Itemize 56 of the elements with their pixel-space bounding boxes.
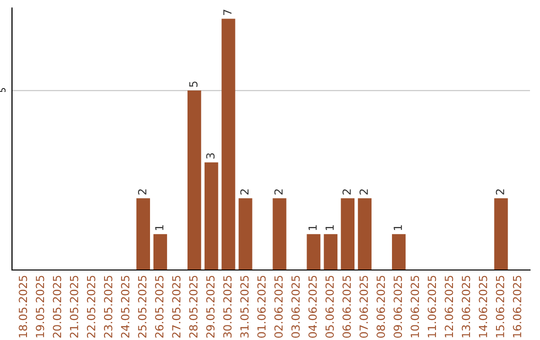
x-tick-label: 31.05.2025	[240, 276, 249, 338]
data-label: 1	[155, 225, 164, 230]
data-label: 1	[394, 225, 402, 230]
x-tick-label: 12.06.2025	[444, 276, 454, 338]
bar	[358, 198, 372, 270]
x-tick-label: 09.06.2025	[394, 276, 402, 338]
data-label: 2	[138, 189, 146, 195]
data-label: 1	[308, 225, 317, 230]
x-tick-label: 08.06.2025	[376, 276, 385, 338]
x-tick-label: 14.06.2025	[478, 276, 488, 338]
x-tick-label: 19.05.2025	[36, 276, 44, 338]
bar	[494, 198, 508, 270]
x-tick-label: 23.05.2025	[104, 276, 112, 338]
bar	[324, 234, 338, 270]
x-tick-label: 15.06.2025	[496, 276, 504, 338]
x-tick-label: 16.06.2025	[512, 276, 522, 338]
data-label: 5	[189, 82, 198, 87]
x-tick-label: 05.06.2025	[325, 276, 334, 338]
x-tick-label: 18.05.2025	[18, 276, 28, 338]
data-label: 2	[274, 189, 283, 195]
data-label: 2	[360, 189, 368, 195]
x-tick-label: 01.06.2025	[257, 276, 266, 338]
x-tick-label: 03.06.2025	[291, 276, 300, 338]
bar	[392, 234, 406, 270]
x-tick-label: 27.05.2025	[172, 276, 181, 338]
x-tick-label: 29.05.2025	[206, 276, 215, 338]
x-tick-label: 22.05.2025	[86, 276, 96, 338]
bar	[153, 234, 168, 270]
data-label: 2	[496, 189, 504, 195]
x-tick-label: 21.05.2025	[70, 276, 78, 338]
bar	[204, 162, 218, 270]
bar	[222, 18, 236, 270]
x-tick-label: 25.05.2025	[138, 276, 146, 338]
bar	[238, 198, 252, 270]
x-tick-label: 24.05.2025	[120, 276, 130, 338]
bar	[306, 234, 320, 270]
x-tick-label: 02.06.2025	[274, 276, 283, 338]
x-tick-label: 06.06.2025	[342, 276, 351, 338]
bar	[340, 198, 354, 270]
data-label: 2	[240, 189, 249, 195]
x-tick-label: 10.06.2025	[410, 276, 420, 338]
data-label: 2	[342, 189, 351, 195]
x-tick-label: 13.06.2025	[462, 276, 470, 338]
data-label: 7	[223, 10, 232, 15]
x-tick-label: 07.06.2025	[360, 276, 368, 338]
x-tick-label: 11.06.2025	[428, 276, 436, 338]
x-tick-label: 20.05.2025	[52, 276, 62, 338]
x-tick-label: 30.05.2025	[223, 276, 232, 338]
x-tick-label: 26.05.2025	[155, 276, 164, 338]
data-label: 1	[326, 225, 334, 230]
bar	[136, 198, 150, 270]
bar	[272, 198, 286, 270]
data-label: 3	[206, 153, 215, 159]
x-tick-label: 04.06.2025	[308, 276, 317, 338]
bar	[188, 90, 202, 270]
x-tick-label: 28.05.2025	[189, 276, 198, 338]
